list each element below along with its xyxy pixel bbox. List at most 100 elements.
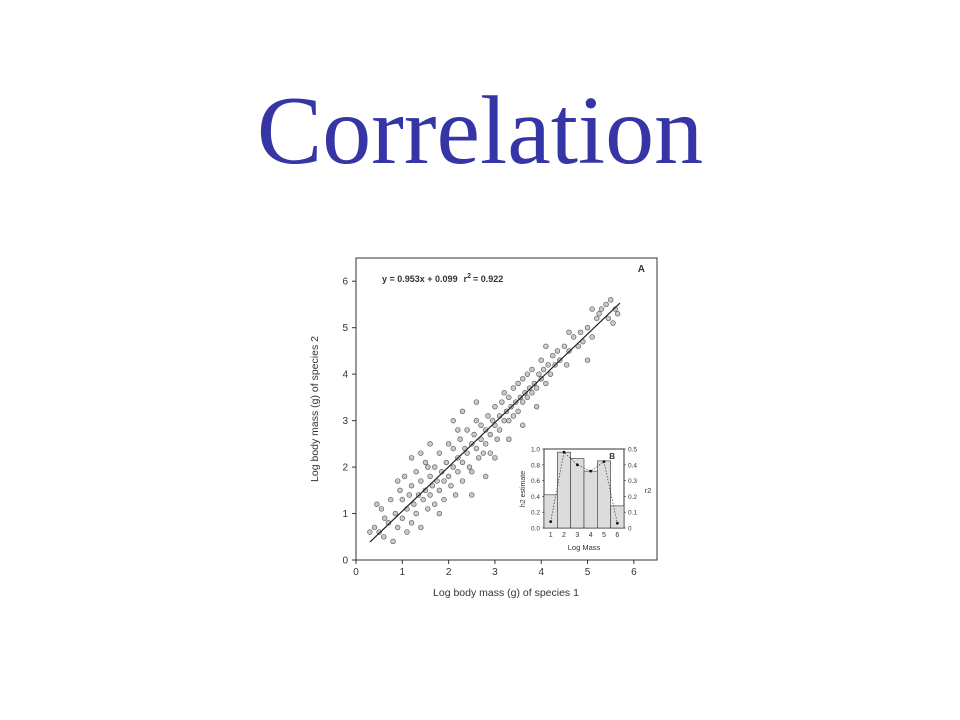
scatter-point — [550, 352, 556, 359]
panel-b-y-tick-label: 0.4 — [531, 494, 540, 501]
regression-line — [369, 302, 621, 543]
panel-b-y2-tick-label: 0.2 — [628, 494, 637, 501]
scatter-point — [441, 478, 447, 484]
scatter-point — [522, 390, 528, 396]
scatter-point — [459, 408, 466, 415]
panel-b-content: 1 2 3 4 5 6 0.0 0.2 0.4 0.6 0.8 1.0 0 0.1 0.2 0.3 0.4 0.5 — [531, 447, 637, 540]
scatter-point — [374, 501, 380, 507]
scatter-point — [506, 417, 512, 424]
scatter-point — [441, 496, 447, 503]
regression-equation: y = 0.953x + 0.099 r2 = 0.922 — [382, 273, 503, 284]
scatter-point — [515, 380, 521, 387]
panel-b-y2-tick-label: 0 — [628, 526, 632, 533]
scatter-point — [487, 431, 493, 438]
scatter-point — [520, 376, 526, 382]
scatter-point — [411, 501, 417, 507]
panel-a-points — [367, 297, 621, 545]
scatter-point — [496, 427, 503, 433]
scatter-point — [492, 455, 498, 461]
y-tick-label: 6 — [342, 277, 348, 288]
scatter-point — [464, 427, 470, 433]
scatter-point — [487, 450, 493, 456]
scatter-point — [605, 315, 612, 322]
scatter-point — [482, 473, 489, 480]
scatter-point — [515, 408, 521, 415]
scatter-point — [473, 417, 480, 424]
scatter-point — [378, 506, 385, 512]
scatter-point — [432, 501, 438, 507]
scatter-point — [408, 455, 415, 461]
scatter-point — [564, 362, 570, 368]
scatter-point — [543, 343, 549, 349]
panel-b-y2-tick-label: 0.3 — [628, 478, 637, 485]
scatter-point — [614, 311, 621, 317]
scatter-point — [529, 390, 535, 396]
scatter-point — [538, 357, 544, 363]
panel-b-y-tick-label: 0.6 — [531, 478, 540, 485]
scatter-point — [603, 301, 609, 308]
panel-a-label: A — [638, 264, 645, 275]
scatter-point — [427, 473, 433, 480]
y-tick-label: 0 — [342, 556, 348, 567]
scatter-point — [422, 459, 429, 466]
scatter-point — [425, 464, 431, 470]
scatter-point — [464, 450, 470, 456]
slide-title: Correlation — [256, 77, 704, 185]
scatter-point — [390, 538, 396, 545]
correlation-figure: A y = 0.953x + 0.099 r2 = 0.922 0 1 2 3 4 5 6 0 1 2… — [309, 257, 658, 599]
scatter-point — [570, 334, 577, 340]
scatter-point — [533, 385, 540, 391]
h2-bar — [570, 458, 585, 529]
scatter-point — [459, 478, 466, 484]
scatter-point — [584, 324, 591, 331]
scatter-point — [448, 482, 454, 489]
scatter-point — [478, 422, 484, 428]
panel-b-x-tick-label: 2 — [562, 532, 566, 539]
panel-a-x-axis-label: Log body mass (g) of species 1 — [433, 587, 579, 599]
scatter-point — [526, 385, 533, 391]
scatter-point — [482, 441, 489, 447]
panel-b-x-tick-label: 1 — [549, 532, 553, 539]
scatter-point — [418, 524, 424, 531]
scatter-point — [524, 371, 531, 377]
scatter-point — [399, 515, 406, 521]
scatter-point — [561, 343, 568, 349]
scatter-point — [506, 394, 512, 401]
scatter-point — [450, 417, 456, 424]
scatter-point — [524, 394, 531, 401]
panel-a-frame — [355, 257, 658, 561]
scatter-point — [401, 473, 408, 480]
y-tick-label: 4 — [342, 370, 348, 381]
panel-b-x-tick-label: 5 — [602, 532, 606, 539]
scatter-point — [529, 366, 535, 373]
scatter-point — [492, 403, 498, 410]
scatter-point — [394, 478, 401, 484]
scatter-point — [476, 455, 482, 461]
scatter-point — [457, 436, 463, 442]
x-tick-label: 2 — [446, 567, 452, 578]
scatter-point — [445, 441, 452, 447]
scatter-point — [429, 482, 436, 489]
scatter-point — [459, 459, 466, 466]
scatter-point — [575, 343, 581, 349]
x-tick-label: 1 — [400, 567, 406, 578]
scatter-point — [455, 427, 461, 433]
y-tick-label: 5 — [342, 323, 348, 334]
scatter-point — [408, 482, 415, 489]
panel-b-x-tick-label: 4 — [589, 532, 593, 539]
scatter-point — [427, 492, 433, 498]
y-tick-label: 1 — [342, 509, 348, 520]
scatter-point — [589, 334, 595, 340]
scatter-point — [420, 496, 426, 503]
scatter-point — [452, 492, 459, 498]
scatter-point — [392, 510, 399, 517]
scatter-point — [367, 529, 373, 535]
scatter-point — [545, 362, 551, 368]
scatter-point — [381, 534, 387, 540]
panel-a-y-axis-label: Log body mass (g) of species 2 — [309, 336, 321, 482]
panel-b-y2-tick-label: 0.5 — [628, 447, 637, 454]
scatter-point — [533, 403, 540, 410]
scatter-point — [547, 371, 554, 377]
r2-point — [589, 469, 593, 473]
h2-bar — [583, 470, 598, 529]
